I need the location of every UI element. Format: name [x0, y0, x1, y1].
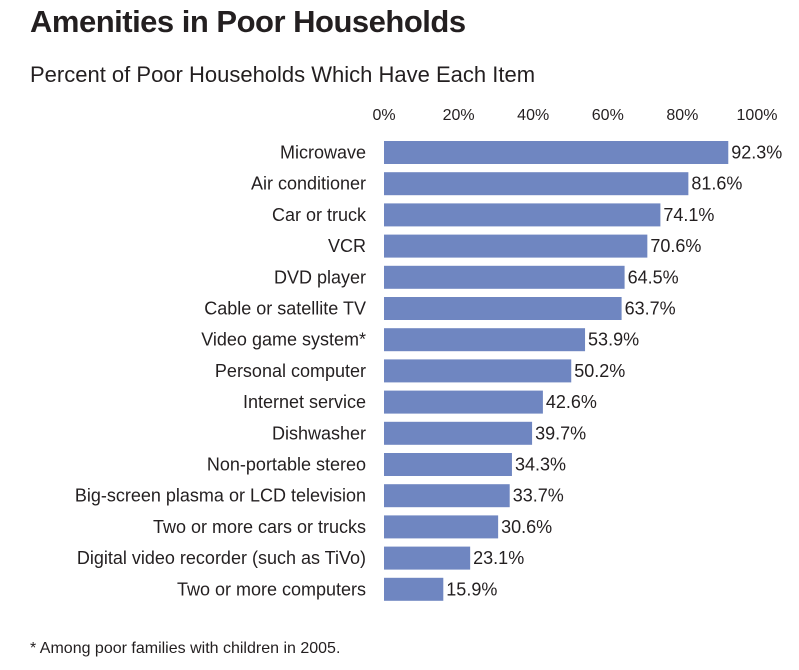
- category-label: Dishwasher: [272, 423, 366, 443]
- value-label: 34.3%: [515, 455, 566, 475]
- value-label: 15.9%: [446, 579, 497, 599]
- bar: [384, 172, 689, 196]
- value-label: 74.1%: [663, 205, 714, 225]
- value-label: 23.1%: [473, 548, 524, 568]
- category-label: Video game system*: [201, 330, 366, 350]
- category-label: Personal computer: [215, 361, 366, 381]
- category-label: DVD player: [274, 267, 366, 287]
- x-tick-label: 80%: [666, 107, 698, 124]
- chart-title: Amenities in Poor Households: [30, 4, 466, 39]
- category-label: Digital video recorder (such as TiVo): [77, 548, 366, 568]
- x-tick-label: 60%: [592, 107, 624, 124]
- x-tick-label: 100%: [737, 107, 778, 124]
- value-label: 63.7%: [625, 299, 676, 319]
- value-label: 50.2%: [574, 361, 625, 381]
- bar: [384, 390, 543, 414]
- bar: [384, 577, 444, 601]
- chart-subtitle: Percent of Poor Households Which Have Ea…: [30, 62, 536, 87]
- category-label: Internet service: [243, 392, 366, 412]
- bar: [384, 359, 572, 383]
- category-label: Big-screen plasma or LCD television: [75, 486, 366, 506]
- bar: [384, 453, 512, 476]
- category-label: VCR: [328, 236, 366, 256]
- value-label: 42.6%: [546, 392, 597, 412]
- category-label: Two or more computers: [177, 579, 366, 599]
- value-label: 92.3%: [731, 143, 782, 163]
- x-tick-label: 20%: [443, 107, 475, 124]
- value-label: 81.6%: [691, 174, 742, 194]
- category-label: Car or truck: [272, 205, 367, 225]
- category-label: Non-portable stereo: [207, 455, 366, 475]
- value-label: 30.6%: [501, 517, 552, 537]
- bar: [384, 141, 729, 164]
- bar: [384, 203, 661, 227]
- bar: [384, 234, 648, 258]
- bar: [384, 265, 625, 289]
- bar: [384, 546, 471, 570]
- footnote: * Among poor families with children in 2…: [30, 640, 341, 657]
- value-label: 53.9%: [588, 330, 639, 350]
- bar: [384, 421, 533, 445]
- x-tick-label: 40%: [517, 107, 549, 124]
- value-label: 39.7%: [535, 423, 586, 443]
- x-tick-label: 0%: [372, 107, 395, 124]
- category-label: Air conditioner: [251, 174, 366, 194]
- bar: [384, 297, 622, 320]
- value-label: 33.7%: [513, 486, 564, 506]
- value-label: 64.5%: [628, 267, 679, 287]
- bar: [384, 484, 510, 508]
- category-label: Two or more cars or trucks: [153, 517, 366, 537]
- bar: [384, 515, 499, 539]
- category-label: Microwave: [280, 143, 366, 163]
- category-label: Cable or satellite TV: [204, 299, 366, 319]
- value-label: 70.6%: [650, 236, 701, 256]
- bar: [384, 328, 586, 352]
